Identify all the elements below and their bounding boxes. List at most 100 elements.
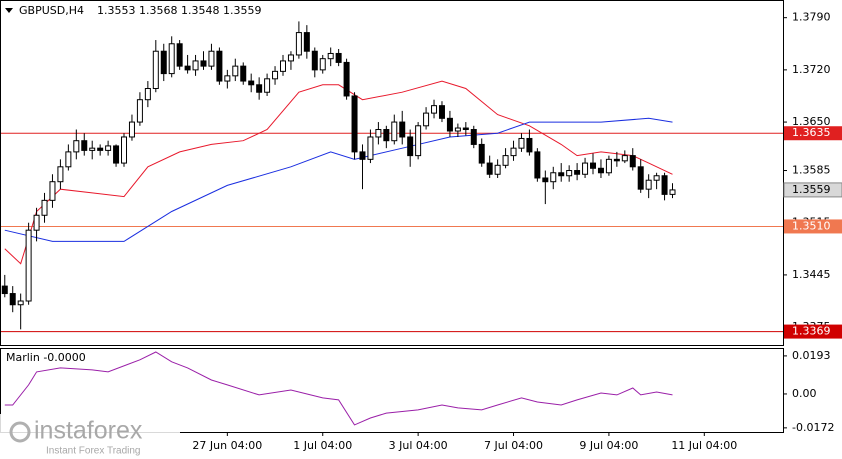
candle-body	[391, 121, 398, 142]
watermark: instaforex Instant Forex Trading	[0, 414, 180, 459]
candle-body	[343, 61, 350, 97]
candle-body	[359, 151, 366, 160]
candle-body	[637, 166, 644, 190]
candle-body	[287, 54, 294, 62]
candle-body	[17, 300, 24, 306]
candle-body	[160, 50, 167, 75]
price-label: 1.3559	[792, 183, 831, 196]
menu-arrow	[5, 8, 13, 13]
candle-body	[510, 147, 517, 157]
candle-body	[566, 170, 573, 177]
x-tick-label: 1 Jul 04:00	[293, 439, 352, 452]
candle-body	[621, 155, 628, 162]
indicator-y-tick-label: 0.00	[792, 387, 817, 400]
indicator-frame	[0, 348, 784, 433]
candle-body	[97, 147, 104, 151]
candle-body	[415, 125, 422, 157]
level-label: 1.3635	[792, 126, 831, 139]
candle-body	[200, 60, 207, 67]
x-tick-label: 3 Jul 04:00	[389, 439, 448, 452]
candle-body	[128, 121, 135, 138]
candle-body	[216, 50, 223, 82]
candle-body	[367, 136, 374, 160]
candle-body	[272, 70, 279, 80]
indicator-title: Marlin -0.0000	[6, 351, 86, 364]
moving-average	[4, 80, 673, 265]
y-tick-label: 1.3650	[792, 115, 831, 128]
candle-body	[184, 65, 191, 71]
ohlc-high: 1.3568	[139, 4, 178, 17]
candle-body	[49, 181, 56, 201]
price-label-bg	[783, 182, 842, 198]
candle-body	[438, 105, 445, 119]
main-frame	[0, 0, 784, 346]
candle-body	[264, 78, 271, 93]
candle-body	[502, 155, 509, 166]
candle-body	[574, 170, 581, 175]
candle-body	[597, 167, 604, 174]
candle-body	[176, 43, 183, 67]
candle-body	[470, 129, 477, 145]
candle-body	[33, 214, 40, 231]
indicator-y-tick-label: 0.0193	[792, 349, 831, 362]
candle-body	[431, 105, 438, 114]
candle-body	[534, 151, 541, 179]
candle-body	[446, 117, 453, 132]
candle-body	[335, 52, 342, 63]
y-tick-label: 1.3585	[792, 164, 831, 177]
candle-body	[383, 129, 390, 142]
candle-body	[279, 60, 286, 72]
candle-body	[478, 143, 485, 164]
x-tick-label: 9 Jul 04:00	[579, 439, 638, 452]
candle-body	[295, 32, 302, 56]
level-label: 1.3369	[792, 325, 831, 338]
candle-body	[224, 75, 231, 82]
candle-body	[168, 43, 175, 75]
y-tick-label: 1.3790	[792, 11, 831, 24]
candle-body	[558, 172, 565, 177]
candle-body	[613, 158, 620, 162]
watermark-logo	[9, 421, 31, 443]
candle-body	[653, 175, 660, 181]
candle-body	[256, 84, 263, 93]
candle-body	[590, 162, 597, 169]
candle-body	[192, 60, 199, 71]
candle-body	[645, 179, 652, 190]
candle-body	[629, 155, 636, 168]
ohlc-low: 1.3548	[181, 4, 220, 17]
candle-body	[486, 162, 493, 175]
candle-body	[423, 112, 430, 127]
ohlc-open: 1.3553	[97, 4, 136, 17]
x-tick-label: 27 Jun 04:00	[192, 439, 262, 452]
candle-body	[65, 151, 72, 168]
candle-body	[25, 229, 32, 302]
candle-body	[208, 50, 215, 67]
candle-body	[526, 137, 533, 153]
candle-body	[303, 32, 310, 52]
candle-body	[57, 166, 64, 183]
candle-body	[144, 88, 151, 101]
x-tick-label: 11 Jul 04:00	[671, 439, 737, 452]
candle-body	[542, 177, 549, 183]
indicator-y-tick-label: -0.0172	[792, 421, 834, 434]
candle-body	[248, 80, 255, 86]
candle-body	[327, 52, 334, 60]
candle-body	[81, 140, 88, 151]
candle-body	[73, 140, 80, 153]
watermark-brand: instaforex	[34, 417, 143, 445]
y-tick-label: 1.3445	[792, 268, 831, 281]
candle-body	[407, 136, 414, 157]
indicator-line	[4, 351, 673, 426]
x-tick-label: 7 Jul 04:00	[484, 439, 543, 452]
candle-body	[454, 127, 461, 132]
level-label-bg	[784, 324, 842, 339]
level-label: 1.3510	[792, 219, 831, 232]
candle-body	[232, 65, 239, 77]
candle-body	[311, 50, 318, 71]
watermark-tagline: Instant Forex Trading	[46, 446, 141, 457]
candle-body	[89, 147, 96, 151]
candle-body	[121, 136, 128, 164]
level-label-bg	[784, 219, 842, 234]
